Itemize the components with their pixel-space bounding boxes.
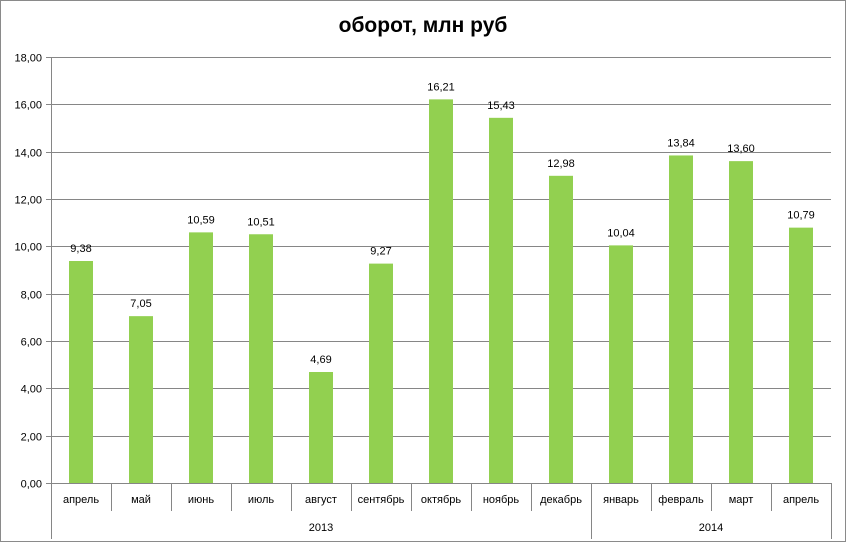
y-tick-label: 18,00	[14, 53, 42, 65]
y-tick-label: 2,00	[21, 432, 42, 444]
bar	[69, 261, 93, 483]
group-label: 2013	[309, 522, 333, 534]
data-label: 4,69	[310, 354, 331, 366]
bar	[189, 232, 213, 483]
x-tick-label: октябрь	[421, 494, 461, 506]
chart-title: оборот, млн руб	[338, 14, 508, 37]
bar	[249, 234, 273, 483]
bar	[729, 161, 753, 483]
bar	[669, 155, 693, 483]
x-tick-label: июль	[248, 494, 275, 506]
bar	[429, 99, 453, 483]
data-label: 10,04	[607, 227, 635, 239]
x-tick-label: декабрь	[540, 494, 582, 506]
y-tick-label: 12,00	[14, 195, 42, 207]
y-tick-label: 6,00	[21, 337, 42, 349]
bar	[129, 316, 153, 483]
data-label: 15,43	[487, 100, 515, 112]
y-tick-label: 16,00	[14, 100, 42, 112]
bar	[609, 245, 633, 483]
y-tick-label: 10,00	[14, 242, 42, 254]
bar	[789, 227, 813, 483]
bar	[369, 263, 393, 483]
data-label: 13,84	[667, 137, 695, 149]
group-label: 2014	[699, 522, 723, 534]
bar	[549, 175, 573, 483]
data-label: 12,98	[547, 158, 575, 170]
x-tick-label: ноябрь	[483, 494, 520, 506]
data-label: 10,79	[787, 210, 815, 222]
x-tick-label: сентябрь	[358, 494, 405, 506]
x-tick-label: апрель	[63, 494, 99, 506]
data-label: 9,27	[370, 246, 391, 258]
x-tick-label: январь	[603, 494, 639, 506]
data-label: 7,05	[130, 298, 151, 310]
x-tick-label: март	[729, 494, 754, 506]
x-tick-label: август	[305, 494, 337, 506]
x-tick-label: апрель	[783, 494, 819, 506]
data-label: 9,38	[70, 243, 91, 255]
y-tick-label: 8,00	[21, 290, 42, 302]
x-tick-label: май	[131, 494, 151, 506]
bar	[309, 372, 333, 483]
data-label: 10,59	[187, 214, 215, 226]
bar	[489, 117, 513, 483]
y-tick-label: 0,00	[21, 479, 42, 491]
x-tick-label: февраль	[658, 494, 704, 506]
x-tick-label: июнь	[188, 494, 214, 506]
y-tick-label: 4,00	[21, 384, 42, 396]
data-label: 10,51	[247, 216, 275, 228]
data-label: 16,21	[427, 81, 455, 93]
data-label: 13,60	[727, 143, 755, 155]
y-tick-label: 14,00	[14, 148, 42, 160]
